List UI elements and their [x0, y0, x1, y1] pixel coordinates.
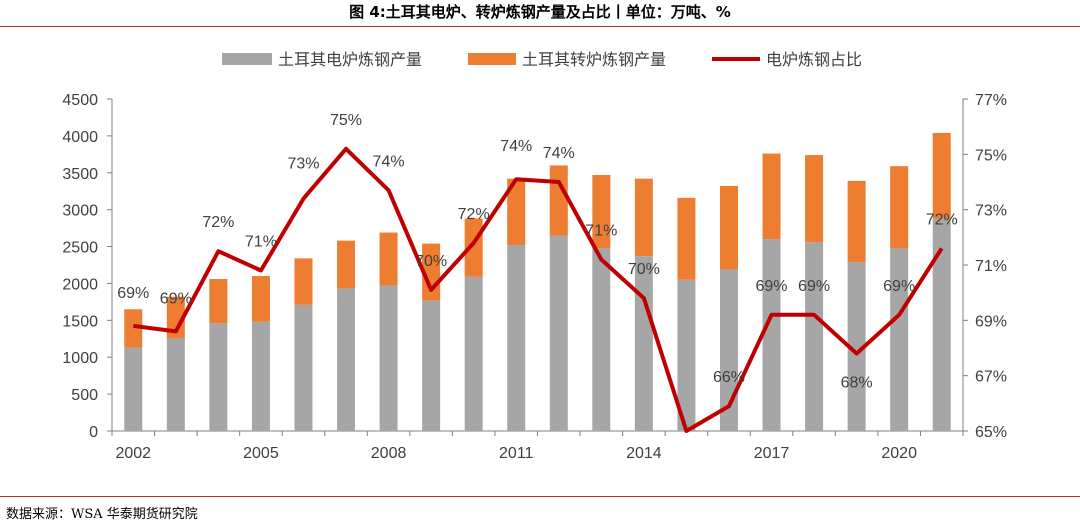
share-line	[133, 146, 944, 433]
bar-bof	[337, 240, 356, 289]
bar-eaf	[932, 218, 951, 431]
bar-bof	[379, 232, 398, 286]
bar-bof	[677, 197, 696, 280]
bar-bof	[507, 178, 526, 246]
bar-bof	[932, 132, 951, 219]
bar-bof	[166, 296, 185, 339]
bar-eaf	[719, 269, 738, 431]
x-tick-label: 2002	[115, 445, 151, 462]
x-tick-label: 2014	[626, 445, 662, 462]
bar-eaf	[762, 239, 781, 431]
y-right-tick-label: 67%	[975, 369, 1007, 386]
y-right-tick-label: 73%	[975, 203, 1007, 220]
bar-eaf	[592, 248, 611, 431]
bar-bof	[762, 153, 781, 240]
share-data-label: 75%	[330, 112, 362, 129]
y-right-tick-label: 69%	[975, 313, 1007, 330]
bar-eaf	[805, 242, 824, 431]
chart-area: 0 500 1000 1500 2000 2500 3000 3500 4000 4500 65% 6…	[62, 51, 1007, 462]
y-left-tick-label: 1000	[62, 350, 98, 367]
bar-eaf	[549, 235, 568, 431]
y-left-tick-label: 4500	[62, 92, 98, 109]
share-data-label: 68%	[841, 375, 873, 392]
y-left-tick-label: 1500	[62, 313, 98, 330]
share-data-label: 70%	[628, 261, 660, 278]
bar-eaf	[890, 248, 909, 431]
y-left-tick-label: 2500	[62, 240, 98, 257]
legend-label-eaf: 土耳其电炉炼钢产量	[278, 51, 422, 69]
y-right-tick-label: 65%	[975, 424, 1007, 441]
bar-eaf	[507, 245, 526, 431]
share-data-label: 69%	[883, 278, 915, 295]
legend-swatch-eaf	[222, 53, 272, 65]
x-tick-label: 2005	[243, 445, 279, 462]
bar-bof	[294, 258, 313, 305]
bar-eaf	[464, 276, 483, 431]
y-left-tick-label: 3500	[62, 166, 98, 183]
bar-bof	[634, 178, 653, 257]
x-tick-label: 2017	[754, 445, 790, 462]
bar-bof	[124, 309, 143, 348]
bar-eaf	[422, 300, 441, 431]
share-data-label: 71%	[585, 222, 617, 239]
x-tick-label: 2011	[499, 445, 534, 462]
bar-bof	[251, 276, 270, 322]
chart-title-bar: 图 4:土耳其电炉、转炉炼钢产量及占比丨单位：万吨、%	[0, 0, 1080, 27]
y-left-tick-label: 3000	[62, 203, 98, 220]
share-data-label: 72%	[458, 206, 490, 223]
bar-eaf	[847, 262, 866, 431]
bar-bof	[847, 180, 866, 263]
bar-eaf	[166, 338, 185, 431]
footer: 数据来源：WSA 华泰期货研究院	[0, 496, 1080, 525]
y-left-tick-label: 500	[71, 387, 98, 404]
share-data-label: 66%	[713, 369, 745, 386]
bar-eaf	[634, 256, 653, 431]
legend-label-share: 电炉炼钢占比	[766, 51, 862, 69]
bar-eaf	[337, 288, 356, 431]
x-tick-label: 2008	[371, 445, 407, 462]
share-data-label: 69%	[756, 278, 788, 295]
bar-eaf	[294, 304, 313, 431]
bar-bof	[209, 279, 228, 324]
y-right-tick-label: 71%	[975, 258, 1007, 275]
y-right-tick-label: 77%	[975, 92, 1007, 109]
share-data-label: 69%	[117, 285, 149, 302]
bar-bof	[719, 186, 738, 270]
legend-label-bof: 土耳其转炉炼钢产量	[522, 51, 666, 69]
bar-bof	[805, 155, 824, 243]
x-tick-label: 2020	[881, 445, 917, 462]
share-data-label: 70%	[415, 253, 447, 270]
y-left-tick-label: 4000	[62, 129, 98, 146]
share-data-label: 74%	[373, 153, 405, 170]
bar-eaf	[379, 285, 398, 431]
share-data-label: 72%	[202, 214, 234, 231]
bar-bof	[592, 174, 611, 249]
chart-title: 图 4:土耳其电炉、转炉炼钢产量及占比丨单位：万吨、%	[349, 3, 731, 21]
share-data-label: 73%	[287, 156, 319, 173]
bar-eaf	[251, 321, 270, 431]
bar-bof	[890, 166, 909, 249]
bar-eaf	[124, 347, 143, 431]
share-data-label: 74%	[500, 138, 532, 155]
legend-swatch-bof	[468, 53, 516, 65]
bar-eaf	[677, 279, 696, 431]
share-data-label: 71%	[245, 234, 277, 251]
y-left-tick-label: 0	[89, 424, 98, 441]
y-right-tick-label: 75%	[975, 147, 1007, 164]
y-left-tick-label: 2000	[62, 276, 98, 293]
share-data-label: 72%	[926, 211, 958, 228]
share-data-label: 69%	[160, 290, 192, 307]
share-data-label: 74%	[543, 145, 575, 162]
source-note: 数据来源：WSA 华泰期货研究院	[6, 507, 198, 522]
bar-eaf	[209, 323, 228, 431]
share-data-label: 69%	[798, 278, 830, 295]
bar-bof	[549, 165, 568, 236]
